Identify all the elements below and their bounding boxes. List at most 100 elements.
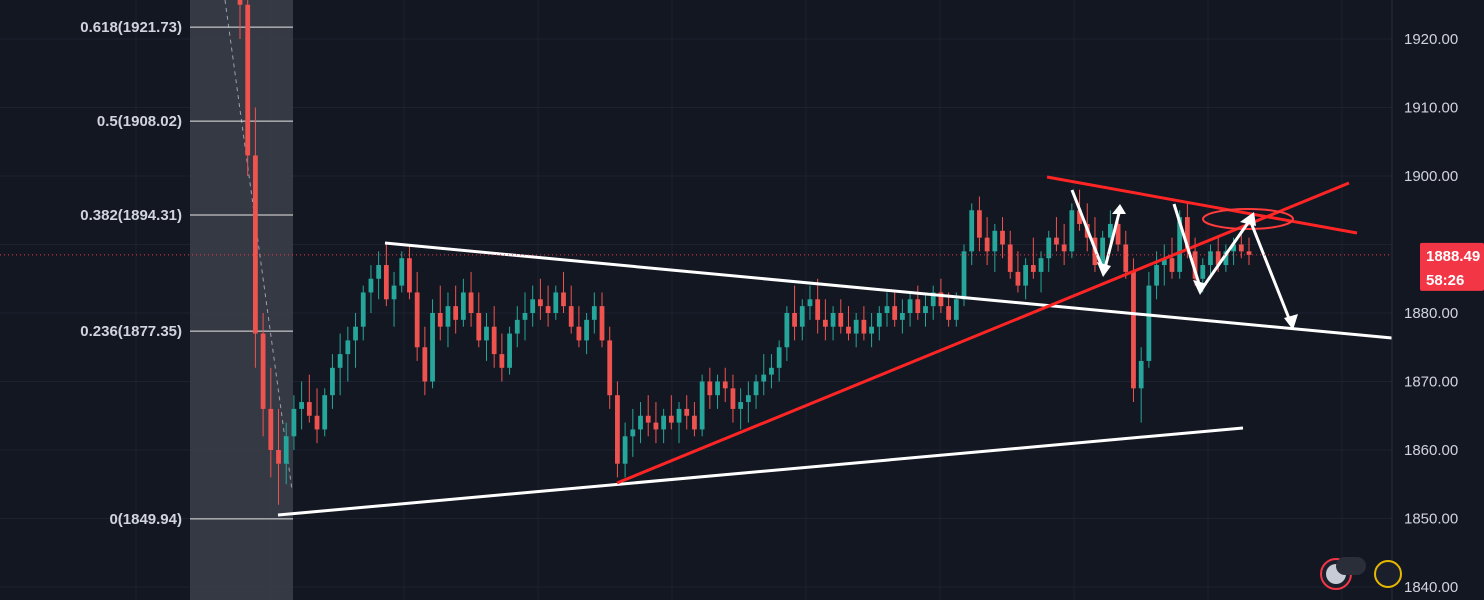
fib-zone-dash (224, 0, 293, 491)
candle-body (961, 251, 967, 300)
price-axis-bg (1392, 0, 1484, 600)
candle-body (661, 415, 667, 430)
trend-line-upper-white[interactable] (384, 241, 1393, 340)
candle-body (376, 265, 382, 279)
candle-body (892, 306, 898, 320)
candle-body (953, 299, 959, 320)
candle-body (460, 292, 466, 320)
candle-body (1046, 237, 1052, 259)
highlight-ellipse[interactable] (1202, 208, 1294, 230)
economic-events[interactable] (1320, 557, 1402, 590)
candle-body (1115, 223, 1121, 245)
candle-body (607, 340, 613, 396)
candle-body (807, 299, 813, 307)
arrow-head-down-3 (1284, 314, 1298, 330)
candle-body (638, 415, 643, 430)
candle-body (938, 292, 944, 307)
candle-body (1000, 230, 1005, 245)
candle-body (930, 292, 936, 307)
candle-body (368, 278, 374, 293)
candle-body (900, 313, 905, 320)
candle-body (722, 381, 728, 389)
arrow-head-down-1 (1097, 262, 1111, 277)
candle-body (784, 313, 790, 348)
candle-body (283, 436, 289, 464)
candle-body (684, 408, 690, 416)
candle-body (1100, 237, 1106, 266)
candle-body (491, 326, 497, 355)
candle-body (422, 347, 428, 382)
candle-body (692, 415, 697, 430)
candlestick-series (237, 0, 1252, 505)
y-tick-label: 1850.00 (1404, 511, 1458, 528)
candle-body (668, 415, 674, 423)
candle-body (645, 415, 651, 423)
candle-body (915, 299, 921, 313)
candle-body (584, 319, 589, 341)
candle-body (1138, 360, 1144, 389)
zigzag-arrow-2 (1172, 203, 1294, 327)
candle-body (1123, 244, 1129, 272)
candle-body (437, 313, 443, 327)
candle-body (276, 450, 281, 464)
candle-body (345, 340, 351, 355)
y-tick-label: 1880.00 (1404, 305, 1458, 322)
fib-level-label: 0.5(1908.02) (97, 113, 182, 130)
candle-body (591, 306, 597, 320)
candle-body (430, 313, 435, 382)
candle-body (753, 381, 759, 396)
candle-body (838, 313, 844, 327)
candle-body (1146, 285, 1152, 361)
trend-line-rising-red[interactable] (616, 181, 1350, 485)
candle-body (514, 319, 520, 334)
candle-body (499, 354, 505, 368)
fib-retracement[interactable]: 0.618(1921.73) 0.5(1908.02) 0.382(1894.31)… (80, 19, 293, 528)
y-tick-label: 1870.00 (1404, 374, 1458, 391)
candle-body (414, 292, 420, 348)
candle-body (1192, 251, 1198, 279)
candle-body (799, 306, 805, 327)
candle-body (407, 258, 412, 293)
countdown-text: 58:26 (1426, 272, 1464, 289)
y-tick-label: 1900.00 (1404, 168, 1458, 185)
candle-body (383, 265, 389, 300)
y-tick-label: 1860.00 (1404, 442, 1458, 459)
candle-body (1169, 258, 1175, 272)
candle-body (1215, 251, 1221, 266)
candle-body (576, 326, 582, 341)
y-tick-label: 1920.00 (1404, 31, 1458, 48)
candle-body (484, 326, 489, 341)
fib-zone-shade (190, 0, 293, 600)
candle-body (992, 230, 998, 252)
y-tick-label: 1910.00 (1404, 100, 1458, 117)
candle-body (707, 381, 713, 396)
candle-body (1177, 217, 1183, 272)
candle-body (846, 326, 851, 334)
fib-level-label: 0(1849.94) (109, 511, 182, 528)
trend-line-falling-red[interactable] (1046, 175, 1358, 235)
trend-line-lower-white[interactable] (277, 426, 1244, 517)
candle-body (977, 210, 982, 238)
candle-body (237, 0, 243, 5)
event-flag-2-icon[interactable] (1374, 560, 1402, 588)
candle-body (769, 367, 774, 375)
trend-drawings[interactable] (277, 175, 1393, 517)
candle-body (969, 210, 975, 252)
fib-level-label: 0.382(1894.31) (80, 207, 182, 224)
candle-body (1038, 258, 1044, 272)
last-price-text: 1888.49 (1426, 248, 1480, 265)
candle-body (853, 319, 859, 334)
candle-body (630, 429, 636, 437)
candle-body (676, 408, 682, 423)
candle-body (260, 333, 266, 409)
candle-body (1077, 210, 1082, 224)
candle-body (745, 395, 751, 403)
price-axis[interactable]: 1920.00 1910.00 1900.00 1880.00 1870.00 1860.… (1391, 0, 1484, 600)
candle-body (907, 299, 913, 313)
candle-body (1107, 223, 1113, 238)
arrow-head-up-2 (1240, 212, 1256, 226)
candle-body (468, 292, 474, 313)
candle-body (1015, 271, 1021, 286)
candle-body (861, 319, 867, 334)
